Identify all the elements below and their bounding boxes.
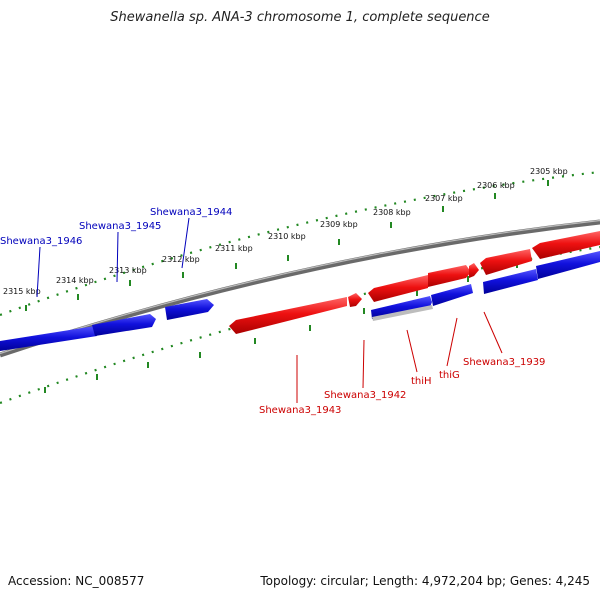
gene-label-thih: thiH: [411, 376, 432, 387]
tick-label: 2313 kbp: [109, 266, 147, 275]
gene-blue-right-1[interactable]: [483, 269, 538, 294]
leader-line: [181, 217, 190, 269]
forward-strand-genes: [229, 231, 600, 334]
leader-line: [36, 246, 41, 298]
gene-blue-near-thig[interactable]: [431, 284, 473, 306]
tick-label: 2312 kbp: [162, 255, 200, 264]
gene-shewana3-1946[interactable]: [0, 326, 97, 351]
reverse-strand-genes-right: [371, 251, 600, 321]
leader-line: [362, 339, 365, 389]
tick-label: 2310 kbp: [268, 232, 306, 241]
gene-red-right-edge[interactable]: [532, 231, 600, 259]
tick-label: 2314 kbp: [56, 276, 94, 285]
gene-shewana3-1945[interactable]: [92, 314, 156, 336]
tick-labels: 2305 kbp 2306 kbp 2307 kbp 2308 kbp 2309…: [3, 167, 568, 296]
backbone-highlight: [0, 219, 600, 355]
gene-label-thig: thiG: [439, 370, 460, 381]
topology-text: Topology: circular; Length: 4,972,204 bp…: [260, 574, 590, 588]
leader-line: [483, 311, 503, 354]
tick-label: 2306 kbp: [477, 181, 515, 190]
gene-label-shewana3-1942: Shewana3_1942: [324, 390, 406, 401]
gene-thig[interactable]: [428, 265, 471, 287]
gene-blue-right-2[interactable]: [536, 251, 600, 279]
outer-tick-ruler: [0, 170, 600, 317]
tick-label: 2305 kbp: [530, 167, 568, 176]
reverse-strand-genes: [0, 299, 214, 351]
gene-label-shewana3-1946: Shewana3_1946: [0, 236, 82, 247]
tick-label: 2311 kbp: [215, 244, 253, 253]
leader-line: [116, 231, 119, 283]
accession-text: Accession: NC_008577: [8, 574, 145, 588]
gene-shewana3-1944[interactable]: [165, 299, 214, 320]
tick-label: 2308 kbp: [373, 208, 411, 217]
tick-label: 2307 kbp: [425, 194, 463, 203]
gene-blue-near-thih[interactable]: [371, 296, 432, 319]
chart-title: Shewanella sp. ANA-3 chromosome 1, compl…: [110, 10, 490, 25]
tick-label: 2315 kbp: [3, 287, 41, 296]
gene-shewana3-1939-a[interactable]: [469, 263, 479, 278]
gene-label-shewana3-1944: Shewana3_1944: [150, 207, 232, 218]
reverse-gene-labels: Shewana3_1946 Shewana3_1945 Shewana3_194…: [0, 207, 232, 298]
gene-thih[interactable]: [368, 275, 428, 302]
leader-line: [446, 317, 458, 367]
outer-major-ticks: [25, 180, 549, 311]
leader-line: [406, 329, 418, 373]
tick-label: 2309 kbp: [320, 220, 358, 229]
gene-blue-grey-bar[interactable]: [372, 305, 433, 321]
gene-shewana3-1939[interactable]: [480, 249, 532, 275]
forward-gene-labels: Shewana3_1943 Shewana3_1942 thiH thiG Sh…: [259, 311, 545, 416]
gene-label-shewana3-1945: Shewana3_1945: [79, 221, 161, 232]
gene-label-shewana3-1943: Shewana3_1943: [259, 405, 341, 416]
gene-shewana3-1942[interactable]: [348, 293, 362, 307]
gene-label-shewana3-1939: Shewana3_1939: [463, 357, 545, 368]
gene-shewana3-1943[interactable]: [229, 297, 347, 334]
